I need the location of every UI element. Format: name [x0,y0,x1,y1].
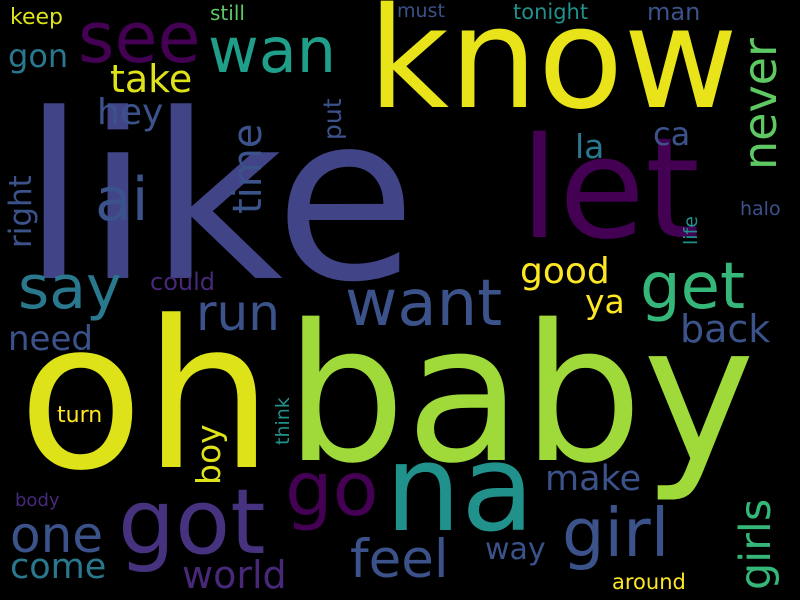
word-hey: hey [97,92,164,133]
word-feel: feel [350,529,449,590]
word-still: still [210,1,245,25]
word-turn: turn [57,403,103,428]
word-ca: ca [653,115,691,153]
word-good: good [520,251,610,292]
word-must: must [397,0,445,22]
word-life: life [680,216,702,245]
word-baby: baby [285,284,756,505]
word-tonight: tonight [513,0,589,24]
word-back: back [680,307,771,351]
word-like: like [22,66,417,333]
word-go: go [285,445,379,533]
word-see: see [78,0,201,79]
word-boy: boy [189,424,228,485]
word-run: run [196,284,280,342]
word-know: know [368,0,738,141]
word-get: get [640,250,746,324]
word-body: body [15,490,60,511]
word-world: world [182,553,287,597]
word-take: take [110,57,193,101]
word-girls: girls [731,498,781,590]
word-need: need [8,319,93,359]
word-make: make [545,459,642,499]
word-halo: halo [740,198,781,220]
word-got: got [118,470,266,575]
word-ya: ya [585,282,625,321]
word-girl: girl [562,494,670,572]
word-could: could [150,268,215,296]
word-na: na [385,420,535,559]
word-right: right [3,175,39,248]
word-way: way [485,532,546,567]
word-one: one [10,506,104,564]
word-come: come [10,547,107,587]
word-say: say [18,253,122,323]
word-want: want [345,267,503,341]
word-never: never [733,38,787,170]
word-time: time [225,123,271,214]
word-oh: oh [18,278,274,516]
word-ai: ai [95,165,149,235]
word-man: man [647,0,701,26]
word-let: let [520,108,700,271]
word-la: la [575,127,605,166]
word-around: around [612,570,686,594]
word-put: put [318,98,347,140]
word-keep: keep [10,5,63,30]
word-gon: gon [8,37,69,75]
word-wan: wan [208,14,336,87]
word-think: think [272,397,294,445]
